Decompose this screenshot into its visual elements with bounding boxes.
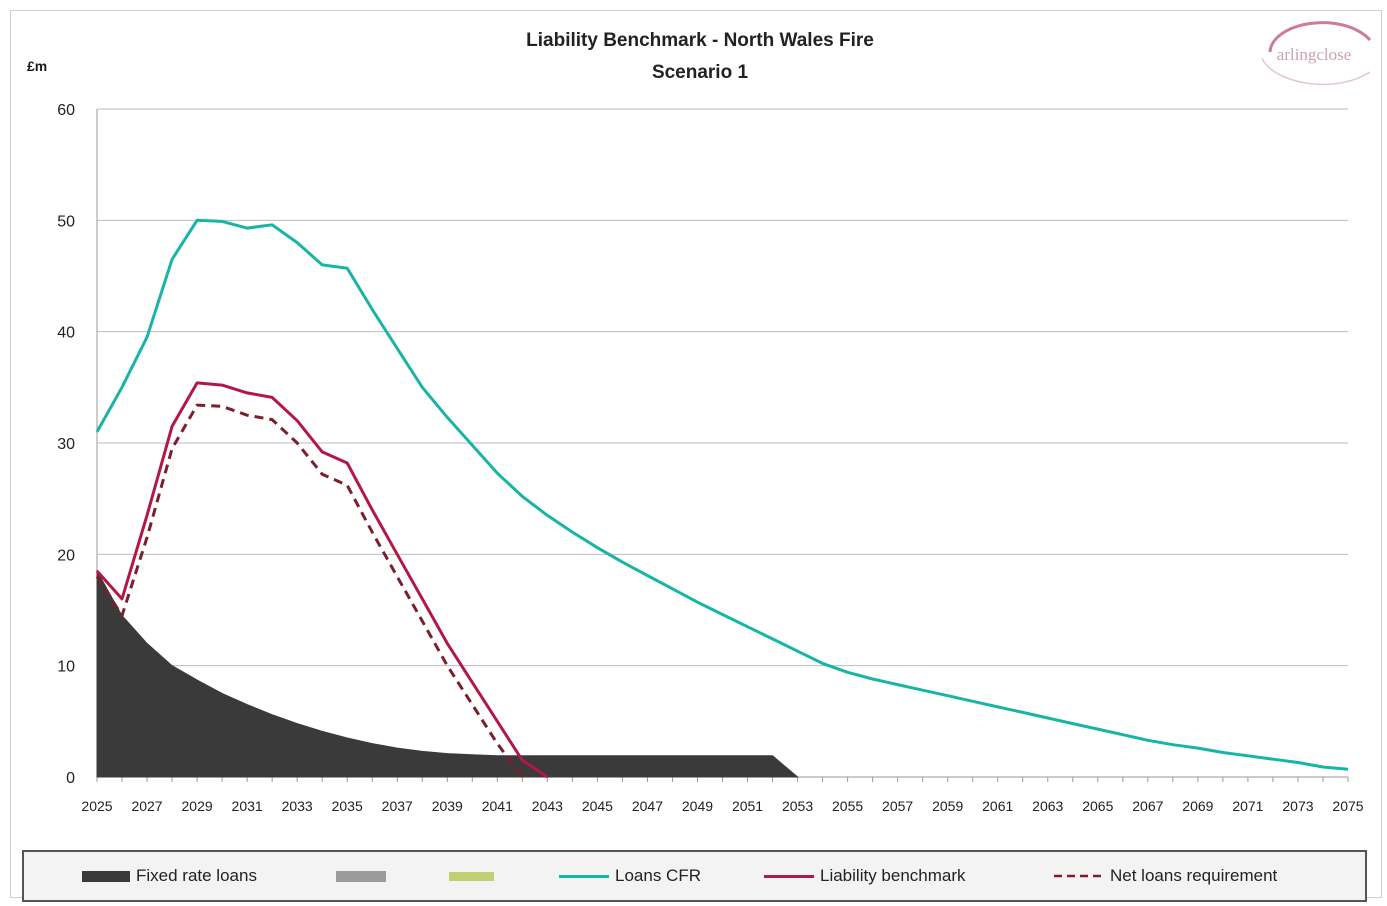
x-tick-label: 2027	[131, 798, 162, 814]
y-tick-label: 60	[57, 102, 75, 119]
legend-label-loans-cfr: Loans CFR	[615, 866, 701, 885]
x-tick-label: 2061	[982, 798, 1013, 814]
x-tick-label: 2043	[532, 798, 563, 814]
x-tick-label: 2049	[682, 798, 713, 814]
x-tick-label: 2065	[1082, 798, 1113, 814]
legend-swatch-loans-cfr	[559, 874, 609, 878]
series-area-fixed-rate-loans	[96, 569, 799, 778]
x-tick-label: 2047	[632, 798, 663, 814]
x-tick-label: 2035	[332, 798, 363, 814]
x-tick-label: 2051	[732, 798, 763, 814]
arlingclose-logo: arlingclose	[1261, 21, 1372, 86]
series-line-net-loans-requirement	[95, 403, 524, 778]
legend-item-loans-cfr: Loans CFR	[559, 866, 701, 886]
x-tick-label: 2031	[232, 798, 263, 814]
x-tick-label: 2073	[1282, 798, 1313, 814]
x-tick-label: 2055	[832, 798, 863, 814]
x-tick-label: 2029	[182, 798, 213, 814]
y-tick-label: 0	[66, 770, 75, 787]
legend-item-net-loans-requirement: Net loans requirement	[1054, 866, 1277, 886]
x-tick-label: 2033	[282, 798, 313, 814]
legend-label-net-loans-requirement: Net loans requirement	[1110, 866, 1278, 885]
x-tick-label: 2059	[932, 798, 963, 814]
legend-item-liability-benchmark: Liability benchmark	[764, 866, 966, 886]
x-tick-label: 2053	[782, 798, 813, 814]
x-tick-label: 2057	[882, 798, 913, 814]
y-tick-label: 30	[57, 436, 75, 453]
x-tick-label: 2039	[432, 798, 463, 814]
x-tick-label: 2069	[1182, 798, 1213, 814]
y-axis-unit-label: £m	[27, 58, 48, 74]
y-tick-label: 10	[57, 659, 75, 676]
series-line-loans-cfr	[95, 218, 1349, 771]
legend-label-liability-benchmark: Liability benchmark	[820, 866, 966, 885]
x-tick-label: 2045	[582, 798, 613, 814]
legend-swatch-grey	[336, 870, 386, 882]
chart-subtitle: Scenario 1	[651, 62, 749, 83]
legend-item-fixed-rate-loans: Fixed rate loans	[82, 866, 257, 886]
legend-item-green	[449, 871, 500, 881]
svg-text:arlingclose: arlingclose	[1277, 45, 1352, 64]
x-tick-label: 2071	[1232, 798, 1263, 814]
legend-swatch-liability-benchmark	[764, 874, 814, 878]
x-tick-label: 2067	[1132, 798, 1163, 814]
y-tick-label: 20	[57, 547, 75, 564]
x-tick-label: 2037	[382, 798, 413, 814]
chart-title: Liability Benchmark - North Wales Fire	[526, 30, 874, 51]
legend-label-fixed-rate-loans: Fixed rate loans	[136, 866, 257, 885]
legend-item-grey	[336, 870, 392, 882]
chart-legend: Fixed rate loans Loans CFR Liability ben…	[22, 850, 1367, 902]
x-tick-label: 2041	[482, 798, 513, 814]
y-tick-label: 40	[57, 325, 75, 342]
legend-swatch-net-loans-requirement	[1054, 874, 1104, 878]
x-tick-label: 2025	[81, 798, 112, 814]
series-line-liability-benchmark	[95, 381, 549, 779]
x-tick-label: 2075	[1332, 798, 1363, 814]
x-tick-label: 2063	[1032, 798, 1063, 814]
legend-swatch-fixed-rate-loans	[82, 870, 130, 882]
legend-swatch-green	[449, 871, 494, 881]
y-tick-label: 50	[57, 213, 75, 230]
